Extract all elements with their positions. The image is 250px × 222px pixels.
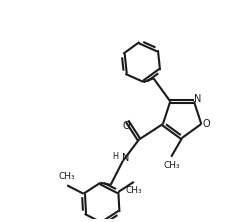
Text: N: N (122, 153, 130, 163)
Text: H: H (113, 153, 119, 161)
Text: CH₃: CH₃ (59, 172, 75, 181)
Text: CH₃: CH₃ (126, 186, 142, 195)
Text: CH₃: CH₃ (164, 161, 180, 170)
Text: O: O (122, 121, 130, 131)
Text: O: O (202, 119, 210, 129)
Text: N: N (194, 94, 202, 104)
